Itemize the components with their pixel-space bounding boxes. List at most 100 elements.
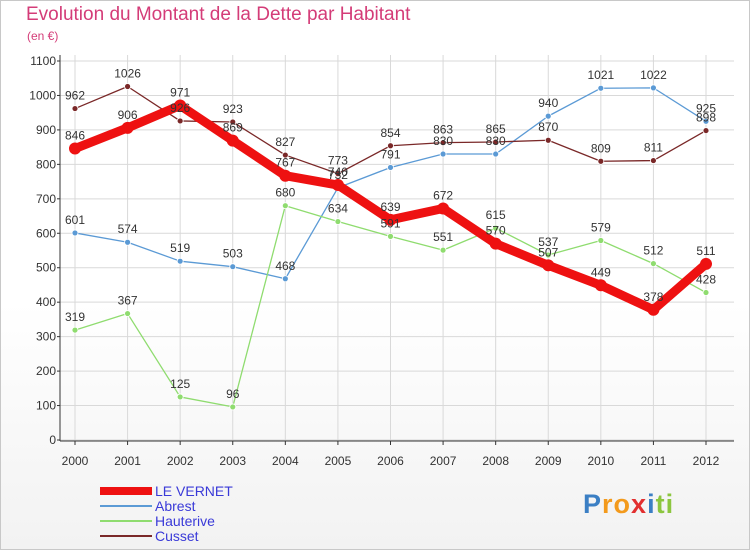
y-tick-label: 300 (36, 330, 56, 344)
x-tick-label: 2007 (430, 454, 457, 468)
logo-letter: x (631, 489, 648, 519)
data-point (176, 117, 184, 125)
data-label: 732 (328, 168, 348, 182)
data-point (229, 118, 237, 126)
legend-swatch (100, 487, 152, 495)
data-label: 519 (170, 241, 190, 255)
data-point (176, 393, 184, 401)
data-point (281, 275, 289, 283)
legend-item: Hauterive (100, 514, 300, 529)
x-tick-label: 2001 (114, 454, 141, 468)
data-point (650, 260, 657, 267)
data-point (489, 237, 502, 250)
data-point (650, 84, 657, 92)
logo-letter: r (602, 489, 614, 519)
data-point (597, 237, 605, 244)
data-label: 811 (644, 141, 663, 155)
data-point (492, 150, 500, 158)
x-tick-label: 2006 (377, 454, 404, 468)
data-label: 428 (696, 273, 716, 287)
y-tick-label: 1000 (29, 88, 56, 102)
data-label: 125 (170, 377, 190, 391)
data-point (542, 259, 555, 272)
data-label: 846 (65, 129, 85, 143)
logo-letter: o (613, 489, 632, 519)
data-label: 579 (591, 221, 611, 235)
legend-item: Cusset (100, 529, 300, 544)
data-point (124, 310, 131, 317)
x-tick-label: 2012 (693, 454, 720, 468)
data-point (439, 246, 447, 254)
data-point (702, 289, 710, 296)
data-label: 449 (591, 265, 611, 279)
data-label: 940 (538, 96, 558, 110)
data-point (702, 117, 710, 125)
data-point (594, 279, 607, 292)
data-point (124, 238, 131, 246)
data-label: 926 (170, 101, 190, 115)
x-tick-label: 2009 (535, 454, 562, 468)
data-label: 971 (170, 85, 190, 99)
data-point (647, 303, 660, 316)
data-label: 639 (380, 200, 400, 214)
x-tick-label: 2008 (482, 454, 509, 468)
data-label: 740 (328, 165, 348, 179)
data-point (387, 142, 394, 150)
x-tick-label: 2010 (587, 454, 614, 468)
data-label: 865 (486, 122, 506, 136)
data-label: 863 (433, 123, 453, 137)
data-point (387, 164, 394, 171)
data-label: 591 (380, 216, 400, 230)
data-point (121, 121, 134, 134)
legend-item: Abrest (100, 499, 300, 514)
data-point (174, 99, 187, 112)
y-tick-label: 900 (36, 123, 56, 137)
data-label: 615 (486, 208, 506, 222)
data-point (492, 224, 500, 232)
data-label: 870 (538, 120, 558, 134)
data-label: 854 (380, 126, 400, 140)
data-point (544, 136, 552, 144)
y-tick-label: 500 (36, 261, 56, 275)
data-label: 319 (65, 310, 85, 324)
x-tick-label: 2005 (325, 454, 352, 468)
data-point (71, 326, 79, 334)
data-label: 827 (275, 135, 295, 149)
data-point (700, 257, 712, 270)
data-point (229, 263, 237, 271)
data-label: 574 (118, 222, 138, 236)
data-point (334, 170, 342, 178)
data-point (439, 150, 447, 158)
proxiti-logo: Proxiti (583, 489, 674, 520)
data-label: 503 (223, 247, 243, 261)
legend-label: Abrest (155, 498, 196, 514)
data-label: 672 (433, 188, 453, 202)
data-point (544, 251, 552, 259)
data-label: 570 (486, 224, 506, 238)
data-label: 367 (118, 294, 138, 308)
data-label: 680 (275, 186, 295, 200)
x-tick-label: 2004 (272, 454, 299, 468)
chart-subtitle: (en €) (27, 29, 59, 43)
data-label: 601 (65, 213, 85, 227)
data-label: 809 (591, 141, 611, 155)
data-label: 537 (538, 235, 558, 249)
legend-swatch (100, 535, 152, 537)
y-tick-label: 400 (36, 295, 56, 309)
data-label: 511 (696, 244, 715, 258)
data-point (437, 202, 450, 215)
data-point (279, 169, 292, 182)
data-point (387, 232, 394, 240)
data-label: 468 (275, 259, 295, 273)
data-label: 1022 (640, 68, 667, 82)
data-label: 1021 (587, 68, 614, 82)
data-label: 962 (65, 89, 85, 103)
x-tick-label: 2011 (641, 454, 667, 468)
data-label: 925 (696, 101, 716, 115)
data-point (69, 142, 81, 155)
legend-swatch (100, 520, 152, 522)
logo-letter: i (647, 489, 656, 519)
data-point (124, 83, 131, 90)
y-tick-label: 200 (36, 364, 56, 378)
